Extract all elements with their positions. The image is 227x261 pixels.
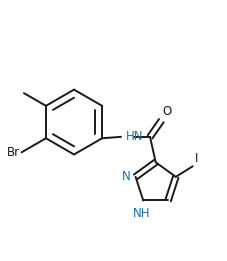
- Text: NH: NH: [133, 207, 151, 220]
- Text: Br: Br: [7, 146, 20, 159]
- Text: N: N: [122, 170, 131, 183]
- Text: I: I: [195, 152, 198, 165]
- Text: O: O: [163, 105, 172, 118]
- Text: HN: HN: [126, 130, 143, 143]
